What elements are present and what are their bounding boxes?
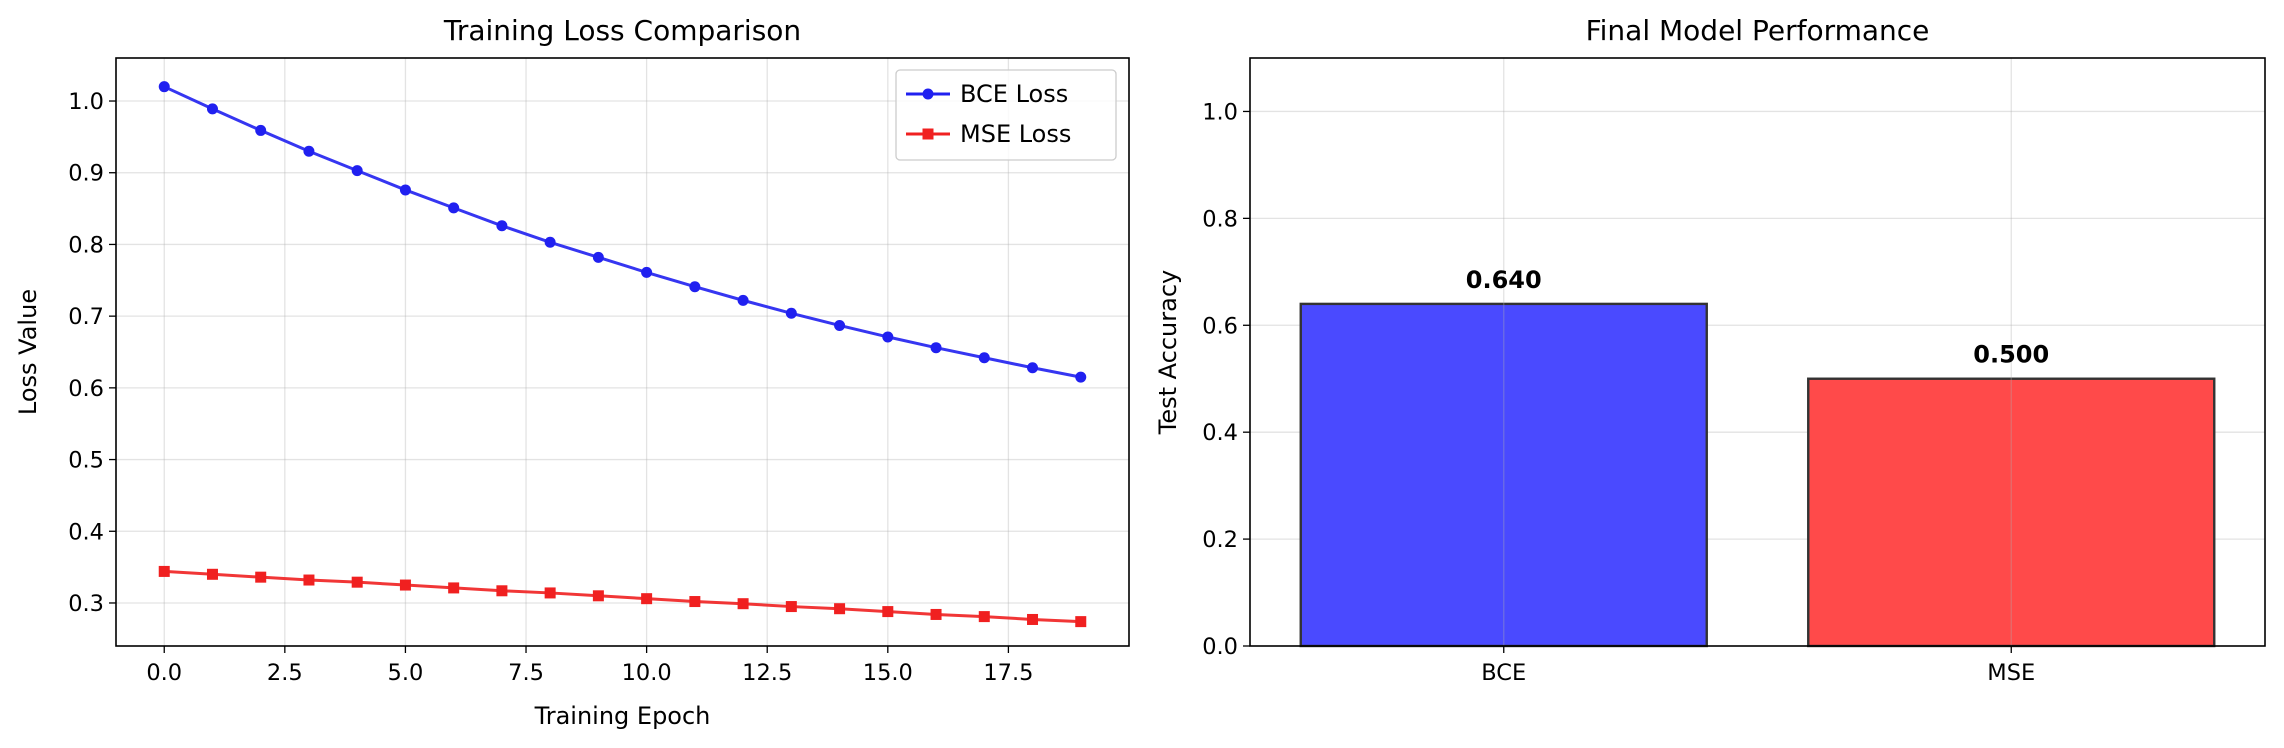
y-tick-label: 0.3 xyxy=(68,591,104,617)
bce-loss-point xyxy=(158,81,170,93)
bce-loss-point xyxy=(303,145,315,157)
y-tick-label: 0.8 xyxy=(68,232,104,258)
bce-loss-point xyxy=(448,202,460,214)
bce-loss-point xyxy=(544,236,556,248)
loss-chart-frame xyxy=(115,57,1130,647)
loss-chart-y-ticks: 0.3 0.4 0.5 0.6 0.7 0.8 0.9 1.0 xyxy=(68,89,116,617)
legend-bce-label: BCE Loss xyxy=(960,80,1068,108)
y-tick-label: 0.2 xyxy=(1202,527,1238,553)
bar-chart-x-ticks: BCE MSE xyxy=(1481,646,2035,686)
bce-loss-point xyxy=(834,319,846,331)
bar-chart-y-axis-label: Test Accuracy xyxy=(1154,270,1182,435)
mse-loss-point xyxy=(255,571,267,583)
legend-mse-marker xyxy=(922,128,934,140)
x-tick-label-bce: BCE xyxy=(1481,660,1526,686)
mse-loss-point xyxy=(544,587,556,599)
y-tick-label: 0.7 xyxy=(68,304,104,330)
bar-chart-grid-overlay xyxy=(1503,58,2012,646)
bce-loss-point xyxy=(978,352,990,364)
bar-chart-value-labels: 0.640 0.500 xyxy=(1466,266,2049,369)
bce-loss-point xyxy=(1075,371,1087,383)
mse-loss-point xyxy=(448,582,460,594)
bce-loss-line xyxy=(163,85,1082,379)
legend-box xyxy=(895,69,1117,161)
x-tick-label: 15.0 xyxy=(863,660,913,686)
bce-loss-point xyxy=(1027,362,1039,374)
y-tick-label: 0.4 xyxy=(68,519,104,545)
y-tick-label: 0.4 xyxy=(1202,420,1238,446)
x-tick-label: 7.5 xyxy=(508,660,544,686)
mse-loss-point xyxy=(303,574,315,586)
loss-chart-legend: BCE Loss MSE Loss xyxy=(895,69,1117,161)
bce-loss-point xyxy=(351,165,363,177)
bar-chart-bars xyxy=(1299,302,2216,648)
performance-bar-chart: BCE MSE 0.0 0.2 0.4 0.6 0.8 1.0 0.640 0.500 Fin… xyxy=(1154,14,2266,686)
mse-loss-point xyxy=(399,579,411,591)
mse-loss-point xyxy=(641,593,653,605)
y-tick-label: 0.6 xyxy=(1202,313,1238,339)
mse-loss-point xyxy=(206,568,218,580)
x-tick-label: 2.5 xyxy=(267,660,303,686)
bce-loss-point xyxy=(930,342,942,354)
loss-chart-title: Training Loss Comparison xyxy=(443,14,801,47)
bce-value-label: 0.640 xyxy=(1466,266,1542,294)
bar-chart-title: Final Model Performance xyxy=(1586,14,1930,47)
mse-loss-point xyxy=(689,596,701,608)
bce-loss-point xyxy=(785,307,797,319)
bce-loss-point xyxy=(206,103,218,115)
y-tick-label: 0.9 xyxy=(68,161,104,187)
mse-loss-point xyxy=(834,603,846,615)
bar-chart-frame xyxy=(1249,57,2266,647)
y-tick-label: 1.0 xyxy=(68,89,104,115)
mse-loss-point xyxy=(158,565,170,577)
loss-chart-x-ticks: 0.0 2.5 5.0 7.5 10.0 12.5 15.0 17.5 xyxy=(146,646,1033,686)
mse-accuracy-bar xyxy=(1807,377,2216,648)
mse-loss-point xyxy=(737,598,749,610)
mse-loss-point xyxy=(496,585,508,597)
x-tick-label: 0.0 xyxy=(146,660,182,686)
y-tick-label: 0.0 xyxy=(1202,634,1238,660)
mse-loss-line xyxy=(164,569,1081,624)
x-tick-label: 10.0 xyxy=(622,660,672,686)
mse-loss-point xyxy=(1075,616,1087,628)
bce-loss-point xyxy=(689,281,701,293)
loss-line-chart: 0.0 2.5 5.0 7.5 10.0 12.5 15.0 17.5 0.30.40.50.… xyxy=(14,14,1130,730)
bce-loss-point xyxy=(641,266,653,278)
bce-loss-point xyxy=(399,184,411,196)
x-tick-label: 12.5 xyxy=(742,660,792,686)
mse-loss-point xyxy=(351,576,363,588)
loss-chart-x-axis-label: Training Epoch xyxy=(534,702,711,730)
y-tick-label: 0.6 xyxy=(68,376,104,402)
bce-loss-point xyxy=(255,124,267,136)
mse-loss-point xyxy=(978,611,990,623)
legend-bce-marker xyxy=(922,88,934,100)
bce-loss-point xyxy=(592,251,604,263)
y-tick-label: 1.0 xyxy=(1202,99,1238,125)
y-tick-label: 0.5 xyxy=(68,448,104,474)
mse-loss-point xyxy=(882,606,894,618)
mse-loss-point xyxy=(785,601,797,613)
loss-chart-series xyxy=(158,81,1087,628)
bce-loss-point xyxy=(737,294,749,306)
mse-value-label: 0.500 xyxy=(1973,341,2049,369)
loss-chart-y-axis-label: Loss Value xyxy=(14,289,42,415)
mse-loss-point xyxy=(930,608,942,620)
bce-loss-point xyxy=(882,331,894,343)
x-tick-label: 17.5 xyxy=(983,660,1033,686)
legend-mse-label: MSE Loss xyxy=(960,120,1071,148)
x-tick-label-mse: MSE xyxy=(1987,660,2035,686)
mse-loss-point xyxy=(592,590,604,602)
bar-chart-y-ticks: 0.0 0.2 0.4 0.6 0.8 1.0 xyxy=(1202,99,1250,660)
y-tick-label: 0.8 xyxy=(1202,206,1238,232)
mse-loss-point xyxy=(1027,613,1039,625)
bce-loss-point xyxy=(496,220,508,232)
x-tick-label: 5.0 xyxy=(388,660,424,686)
